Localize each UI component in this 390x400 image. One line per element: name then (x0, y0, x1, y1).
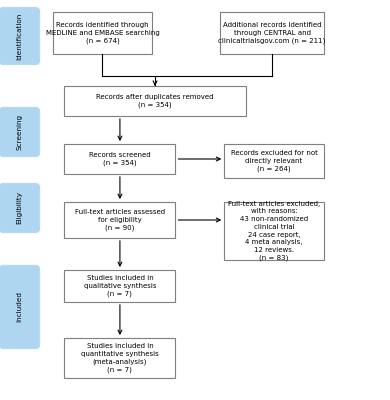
FancyBboxPatch shape (53, 12, 152, 54)
Text: Full-text articles excluded,
with reasons:
43 non-randomized
clinical trial
24 c: Full-text articles excluded, with reason… (228, 201, 320, 261)
Text: Records identified through
MEDLINE and EMBASE searching
(n = 674): Records identified through MEDLINE and E… (46, 22, 159, 44)
Text: Additional records identified
through CENTRAL and
clinicaltrialsgov.com (n = 211: Additional records identified through CE… (218, 22, 326, 44)
FancyBboxPatch shape (224, 202, 324, 260)
FancyBboxPatch shape (224, 144, 324, 178)
Text: Records after duplicates removed
(n = 354): Records after duplicates removed (n = 35… (96, 94, 214, 108)
Text: Identification: Identification (16, 12, 23, 60)
FancyBboxPatch shape (0, 107, 40, 157)
FancyBboxPatch shape (0, 7, 40, 65)
Text: Screening: Screening (16, 114, 23, 150)
FancyBboxPatch shape (220, 12, 324, 54)
Text: Included: Included (16, 292, 23, 322)
FancyBboxPatch shape (0, 183, 40, 233)
Text: Records excluded for not
directly relevant
(n = 264): Records excluded for not directly releva… (230, 150, 317, 172)
FancyBboxPatch shape (64, 338, 176, 378)
FancyBboxPatch shape (64, 86, 246, 116)
Text: Studies included in
qualitative synthesis
(n = 7): Studies included in qualitative synthesi… (84, 275, 156, 297)
Text: Eligibility: Eligibility (16, 192, 23, 224)
Text: Studies included in
quantitative synthesis
(meta-analysis)
(n = 7): Studies included in quantitative synthes… (81, 343, 159, 373)
FancyBboxPatch shape (0, 265, 40, 349)
FancyBboxPatch shape (64, 144, 176, 174)
FancyBboxPatch shape (64, 202, 176, 238)
Text: Records screened
(n = 354): Records screened (n = 354) (89, 152, 151, 166)
Text: Full-text articles assessed
for eligibility
(n = 90): Full-text articles assessed for eligibil… (75, 209, 165, 231)
FancyBboxPatch shape (64, 270, 176, 302)
